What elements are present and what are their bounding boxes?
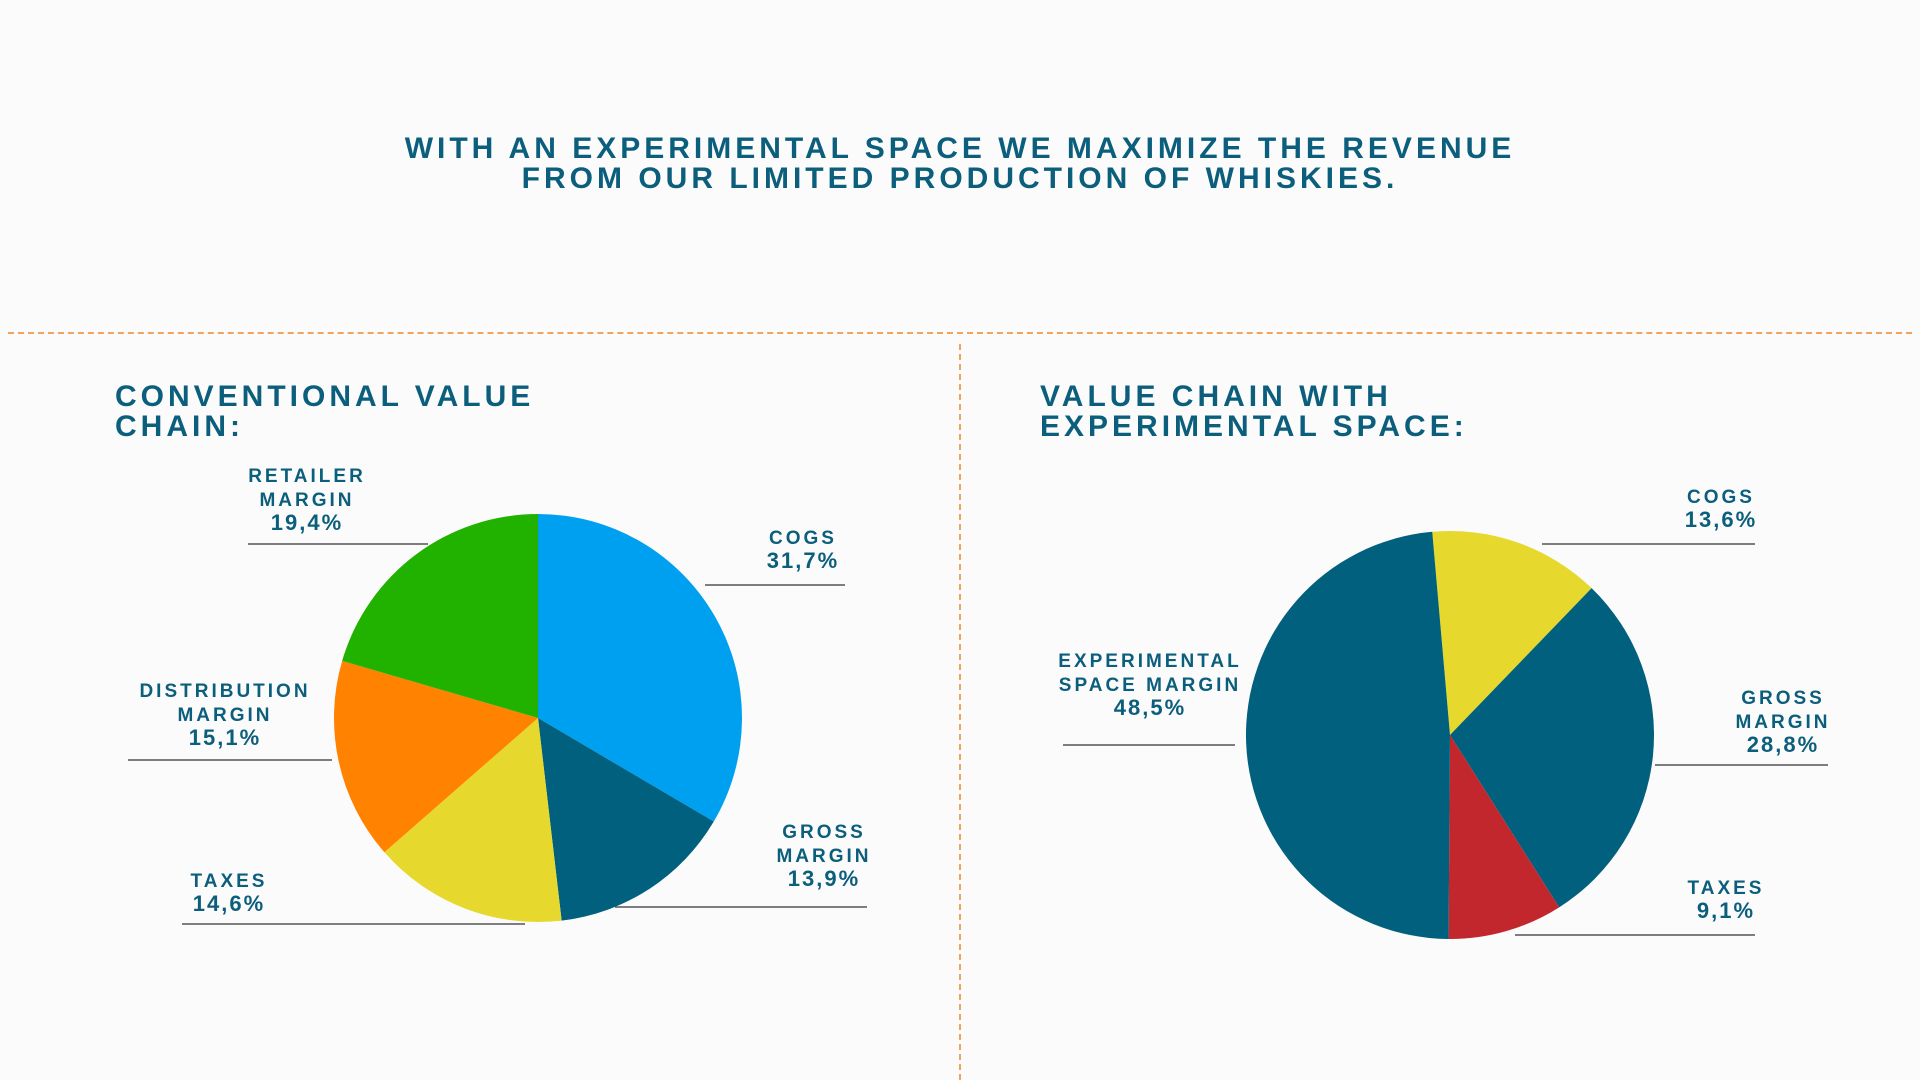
vertical-divider <box>959 344 961 1080</box>
slice-value-label: 48,5% <box>1114 695 1186 720</box>
conventional-chain-title: CONVENTIONAL VALUE CHAIN: <box>115 380 535 443</box>
slice-value-label: 9,1% <box>1697 898 1755 923</box>
pie-chart-2: COGS 13,6% GROSS MARGIN 28,8% TAXES 9,1% EXPERI… <box>1058 487 1830 940</box>
slice-name-label: MARGIN <box>1735 712 1830 733</box>
pie-slice-taxes <box>1448 735 1560 940</box>
slice-label-taxes: TAXES 14,6% <box>191 871 268 916</box>
pie-slice-cogs <box>538 514 743 822</box>
pie-chart-1: COGS 31,7%GROSS MARGIN 13,9%TAXES 14,6%DISTR… <box>128 466 871 925</box>
slice-name-label: MARGIN <box>177 705 272 726</box>
slice-name-label: GROSS <box>1741 688 1825 709</box>
pie-slice-retailer-margin <box>342 514 538 718</box>
experimental-chain-title: VALUE CHAIN WITH EXPERIMENTAL SPACE: <box>1040 380 1468 443</box>
slice-name-label: COGS <box>1687 487 1755 508</box>
pie-slice-taxes <box>384 718 562 923</box>
slice-value-label: 28,8% <box>1747 732 1819 757</box>
slice-value-label: 19,4% <box>271 510 343 535</box>
horizontal-divider <box>8 332 1912 334</box>
headline-line-1: WITH AN EXPERIMENTAL SPACE WE MAXIMIZE T… <box>404 132 1516 165</box>
slice-value-label: 15,1% <box>189 725 261 750</box>
slice-value-label: 14,6% <box>193 891 265 916</box>
slice-name-label: MARGIN <box>259 490 354 511</box>
slice-name-label: SPACE MARGIN <box>1059 675 1241 696</box>
slice-value-label: 31,7% <box>767 548 839 573</box>
slice-label-experimental-space-margin: EXPERIMENTAL SPACE MARGIN 48,5% <box>1058 651 1241 720</box>
pie-slice-experimental-space-margin <box>1245 531 1450 939</box>
slice-label-gross-margin: GROSS MARGIN 28,8% <box>1735 688 1830 757</box>
slice-value-label: 13,6% <box>1685 507 1757 532</box>
slice-value-label: 13,9% <box>788 866 860 891</box>
slice-name-label: COGS <box>769 528 837 549</box>
pie-slice-distribution-margin <box>333 660 538 853</box>
slice-label-gross-margin: GROSS MARGIN 13,9% <box>776 822 871 891</box>
slice-name-label: TAXES <box>1688 878 1765 899</box>
headline-line-2: FROM OUR LIMITED PRODUCTION OF WHISKIES. <box>521 162 1399 195</box>
slice-label-cogs: COGS 13,6% <box>1685 487 1757 532</box>
slice-name-label: DISTRIBUTION <box>139 681 310 702</box>
pie-slice-gross-margin <box>538 718 714 921</box>
slice-label-retailer-margin: RETAILER MARGIN 19,4% <box>248 466 366 535</box>
slice-name-label: RETAILER <box>248 466 366 487</box>
slice-name-label: MARGIN <box>776 846 871 867</box>
pie-slice-cogs <box>1432 531 1592 735</box>
slice-label-distribution-margin: DISTRIBUTION MARGIN 15,1% <box>139 681 310 750</box>
slice-name-label: TAXES <box>191 871 268 892</box>
slice-name-label: EXPERIMENTAL <box>1058 651 1241 672</box>
slice-name-label: GROSS <box>782 822 866 843</box>
pie-slice-gross-margin <box>1450 588 1654 908</box>
headline: WITH AN EXPERIMENTAL SPACE WE MAXIMIZE T… <box>0 134 1920 194</box>
slice-label-cogs: COGS 31,7% <box>767 528 839 573</box>
slice-label-taxes: TAXES 9,1% <box>1688 878 1765 923</box>
